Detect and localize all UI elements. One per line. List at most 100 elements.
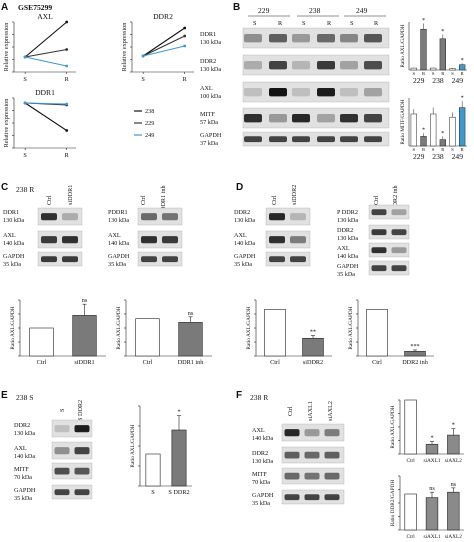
bar-5 [459,64,466,71]
lane-label: R [278,20,283,27]
blot-strip [37,230,83,249]
blot-strip [37,207,83,226]
lane-label: S [302,20,306,27]
significance-label: ** [310,328,316,335]
x-tick-label: Ctrl [270,359,280,366]
panel-c-blot2-labels: PDDR1 130 kDa AXL 140 kDa GAPDH 35 kDa [108,209,130,268]
panel-c-blot2 [137,207,183,267]
panel-c-cell: 238 R [16,185,35,194]
protein-band [340,88,358,97]
lane-label: siAXL2 [327,401,334,421]
x-tick-label: R [461,147,465,152]
x-tick-label: Ctrl [407,534,416,540]
bar-1 [425,497,439,531]
series-line-238 [24,102,68,131]
bar-4 [449,116,456,147]
svg-text:130 kDa: 130 kDa [3,217,24,224]
svg-text:GAPDH: GAPDH [3,253,25,260]
chart-c-sidd1: Ratio AXL/GAPDH Ctrl siDDR1 ns [10,297,106,366]
protein-band [324,429,340,437]
x-tick-label: siAXL1 [423,458,440,464]
protein-band [62,213,78,221]
svg-text:130 kDa: 130 kDa [14,430,35,437]
protein-band [364,136,382,143]
bar-1 [178,322,203,357]
panel-a-legend: 238 229 249 [134,108,154,139]
protein-band [62,236,78,244]
protein-band [391,265,407,272]
group-label: 249 [452,152,464,161]
protein-band [371,265,387,272]
svg-text:GAPDH: GAPDH [337,263,359,270]
svg-text:DDR2: DDR2 [14,422,30,429]
y-axis-label: Ratio AXL/GAPDH [390,405,396,448]
bar-0 [410,113,417,147]
protein-band [292,61,310,70]
x-tick-label: S DDR2 [168,489,189,496]
x-tick-label: R [422,147,426,152]
protein-band [141,213,157,221]
bar-1 [72,315,97,357]
panel-d-letter: D [236,182,243,193]
panel-a-dataset: GSE75299 [18,3,52,12]
protein-band [269,61,287,70]
blot-strip [51,419,93,438]
bar-1 [420,136,427,147]
svg-text:130 kDa: 130 kDa [108,217,129,224]
bar-4 [449,68,456,71]
protein-band [371,247,387,254]
x-tick-label: S [23,152,27,159]
y-axis-label: Relative expression [121,23,128,72]
lane-label: siDDR1 [67,185,74,205]
bar-2 [430,67,437,71]
panel-b-lane-labels: S R S R S R [253,20,379,27]
x-tick-label: Ctrl [407,458,416,464]
protein-band [244,114,262,123]
x-tick-label: S [432,147,435,152]
series-line-229 [25,48,67,58]
svg-text:GAPDH: GAPDH [252,492,274,499]
blot-label: MITF [200,111,215,118]
blot-strip [242,131,390,147]
panel-a-letter: A [1,2,8,13]
protein-band [317,34,335,43]
x-tick-label: Ctrl [372,359,382,366]
bar-0 [29,327,54,357]
blot-label: AXL [200,85,213,92]
series-line-229 [142,35,185,57]
chart-b-mitf-ratio: Ratio MITF/GAPDH S R * S R * S R * 229 238 249 [400,95,467,161]
chart-title: DDR1 [35,88,55,97]
series-line-249 [143,45,185,57]
protein-band [54,467,70,475]
protein-band [292,34,310,43]
bar-0 [145,453,161,487]
x-tick-label: S [432,71,435,76]
protein-band [162,256,178,263]
blot-kda: 100 kDa [200,93,221,100]
protein-band [340,114,358,123]
protein-band [244,34,262,43]
bar-0 [410,67,417,71]
blot-strip [51,462,93,480]
svg-text:P DDR2: P DDR2 [337,209,358,216]
chart-title: DDR2 [153,12,173,21]
group-label: 249 [452,76,464,85]
blot-label: DDR2 [200,58,216,65]
legend-238-label: 238 [145,108,154,115]
protein-band [317,61,335,70]
chart-axl-expression: AXL S R Relative expression [3,12,76,83]
protein-band [304,429,320,437]
x-tick-label: S [451,147,454,152]
lane-label: Ctrl [140,195,147,205]
significance-label: * [177,409,180,416]
svg-text:AXL: AXL [337,245,350,252]
protein-band [162,213,178,221]
data-point-249 [23,101,27,105]
series-line-238 [142,27,186,57]
protein-band [141,236,157,244]
bar-0 [135,318,160,357]
protein-band [74,447,90,455]
protein-band [269,256,285,263]
lane-label: R [374,20,379,27]
